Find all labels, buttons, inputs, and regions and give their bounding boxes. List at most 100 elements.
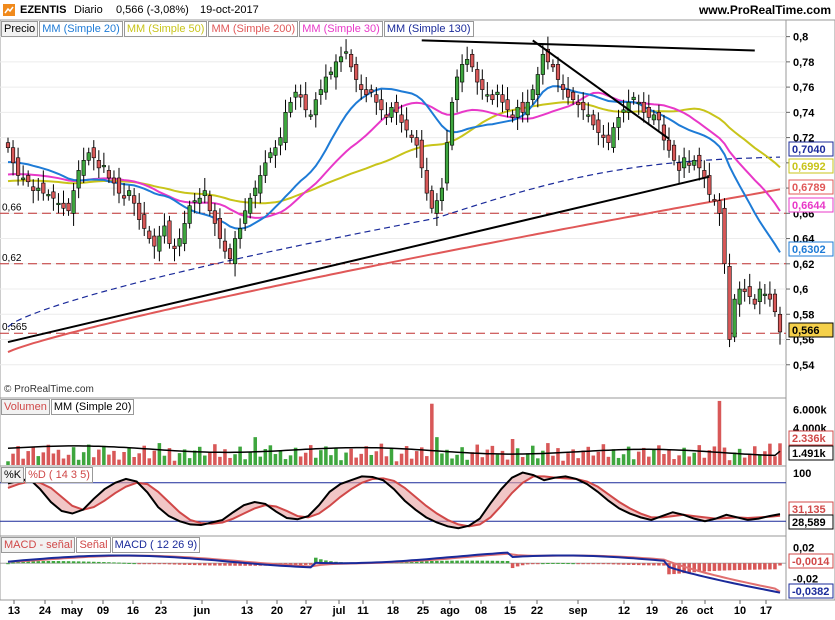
volume-bar — [677, 455, 681, 465]
macd-histogram-bar — [450, 560, 454, 564]
legend-item[interactable]: Precio — [1, 21, 39, 37]
candle-body — [460, 64, 465, 83]
volume-bar — [414, 451, 419, 465]
volume-bar — [525, 453, 530, 465]
value-tag-label: 0,566 — [792, 325, 820, 337]
date-tick-label: 15 — [504, 605, 516, 617]
legend-item[interactable]: %D ( 14 3 5) — [25, 467, 93, 483]
candle-body — [777, 313, 783, 333]
candle-body — [661, 124, 667, 141]
date-tick-label: 12 — [618, 605, 630, 617]
volume-bar — [71, 447, 76, 465]
candle-body — [732, 298, 737, 338]
candle-body — [545, 48, 550, 63]
volume-bar — [399, 453, 404, 465]
volume-bar — [117, 459, 121, 465]
candle-body — [641, 101, 646, 113]
macd-histogram-bar — [147, 563, 152, 565]
volume-bar — [26, 451, 30, 465]
macd-histogram-bar — [510, 563, 515, 569]
macd-histogram-bar — [177, 563, 182, 565]
macd-histogram-bar — [551, 562, 555, 564]
candle-body — [475, 69, 480, 83]
candle-body — [707, 175, 712, 195]
volume-bar — [763, 451, 767, 465]
volume-bar — [218, 456, 222, 465]
legend-item[interactable]: %K — [1, 467, 25, 483]
candle-body — [439, 187, 445, 201]
candle-body — [596, 119, 601, 133]
volume-bar — [11, 453, 15, 465]
legend-item[interactable]: MACD - señal — [1, 537, 76, 553]
date-tick-label: 13 — [241, 605, 253, 617]
macd-value-tag-box — [788, 553, 834, 569]
candle-body — [5, 142, 11, 148]
legend-item[interactable]: MM (Simple 200) — [208, 21, 299, 37]
volume-bar — [561, 460, 565, 465]
macd-histogram-bar — [303, 563, 308, 565]
volume-bar — [445, 449, 449, 465]
candle-body — [677, 162, 682, 171]
macd-histogram-bar — [556, 562, 560, 564]
legend-item[interactable]: MM (Simple 20) — [39, 21, 123, 37]
macd-histogram-bar — [596, 563, 601, 565]
legend-item[interactable]: MM (Simple 20) — [50, 399, 135, 415]
candle-body — [41, 182, 46, 194]
macd-histogram-bar — [722, 563, 727, 571]
stochastic-value-tag-box — [788, 514, 834, 530]
legend-item[interactable]: MACD ( 12 26 9) — [111, 537, 201, 553]
candle-body — [712, 199, 717, 202]
candle-body — [737, 288, 742, 305]
candle-body — [394, 101, 399, 113]
candle-body — [369, 89, 374, 93]
volume-bar — [107, 454, 111, 465]
macd-value-tag: -0,0014 — [792, 556, 830, 568]
price-tick-label: 0,54 — [793, 360, 815, 372]
candle-body — [767, 293, 772, 300]
candle-body — [303, 94, 308, 111]
candle-body — [682, 157, 687, 169]
date-tick-label: 25 — [417, 605, 429, 617]
macd-tick-label: 0,02 — [793, 543, 814, 555]
volume-bar — [46, 444, 51, 465]
stochastic-value-tag: 28,589 — [792, 517, 826, 529]
volume-bar — [566, 453, 570, 465]
macd-histogram-bar — [41, 561, 46, 564]
volume-bar — [86, 444, 91, 465]
volume-bar — [571, 449, 575, 465]
volume-bar — [137, 453, 141, 465]
macd-histogram-bar — [626, 563, 631, 565]
legend-item[interactable]: Volumen — [1, 399, 50, 415]
macd-histogram-bar — [601, 563, 606, 565]
legend-item[interactable]: MM (Simple 130) — [383, 21, 474, 37]
volume-bar — [51, 453, 56, 465]
date-tick-label: 17 — [760, 605, 772, 617]
volume-bar — [490, 445, 495, 465]
macd-histogram-bar — [127, 562, 131, 564]
volume-bar — [394, 461, 399, 465]
date-tick-label: 27 — [300, 605, 312, 617]
macd-histogram-bar — [298, 563, 303, 566]
volume-bar — [641, 447, 646, 465]
volume-bar — [440, 453, 444, 465]
value-tag-box — [788, 322, 834, 338]
candle-body — [621, 109, 626, 113]
volume-bar — [238, 446, 242, 465]
candle-body — [560, 84, 566, 90]
candle-body — [116, 177, 122, 194]
legend-item[interactable]: MM (Simple 30) — [299, 21, 383, 37]
macd-histogram-bar — [636, 563, 641, 566]
legend-item[interactable]: MM (Simple 50) — [123, 21, 208, 37]
value-tags: 0,7040 0,6992 0,6789 0,6644 0,6302 0,566 — [788, 141, 834, 338]
volume-bar — [636, 451, 641, 465]
date-tick-label: 16 — [127, 605, 139, 617]
volume-bar — [314, 457, 318, 465]
candle-body — [227, 248, 233, 260]
macd-histogram-bar — [576, 563, 580, 565]
candle-body — [586, 114, 591, 117]
legend-item[interactable]: Señal — [76, 537, 111, 553]
date-tick-label: 18 — [387, 605, 399, 617]
macd-histogram-bar — [102, 562, 106, 564]
candle-body — [485, 94, 490, 97]
